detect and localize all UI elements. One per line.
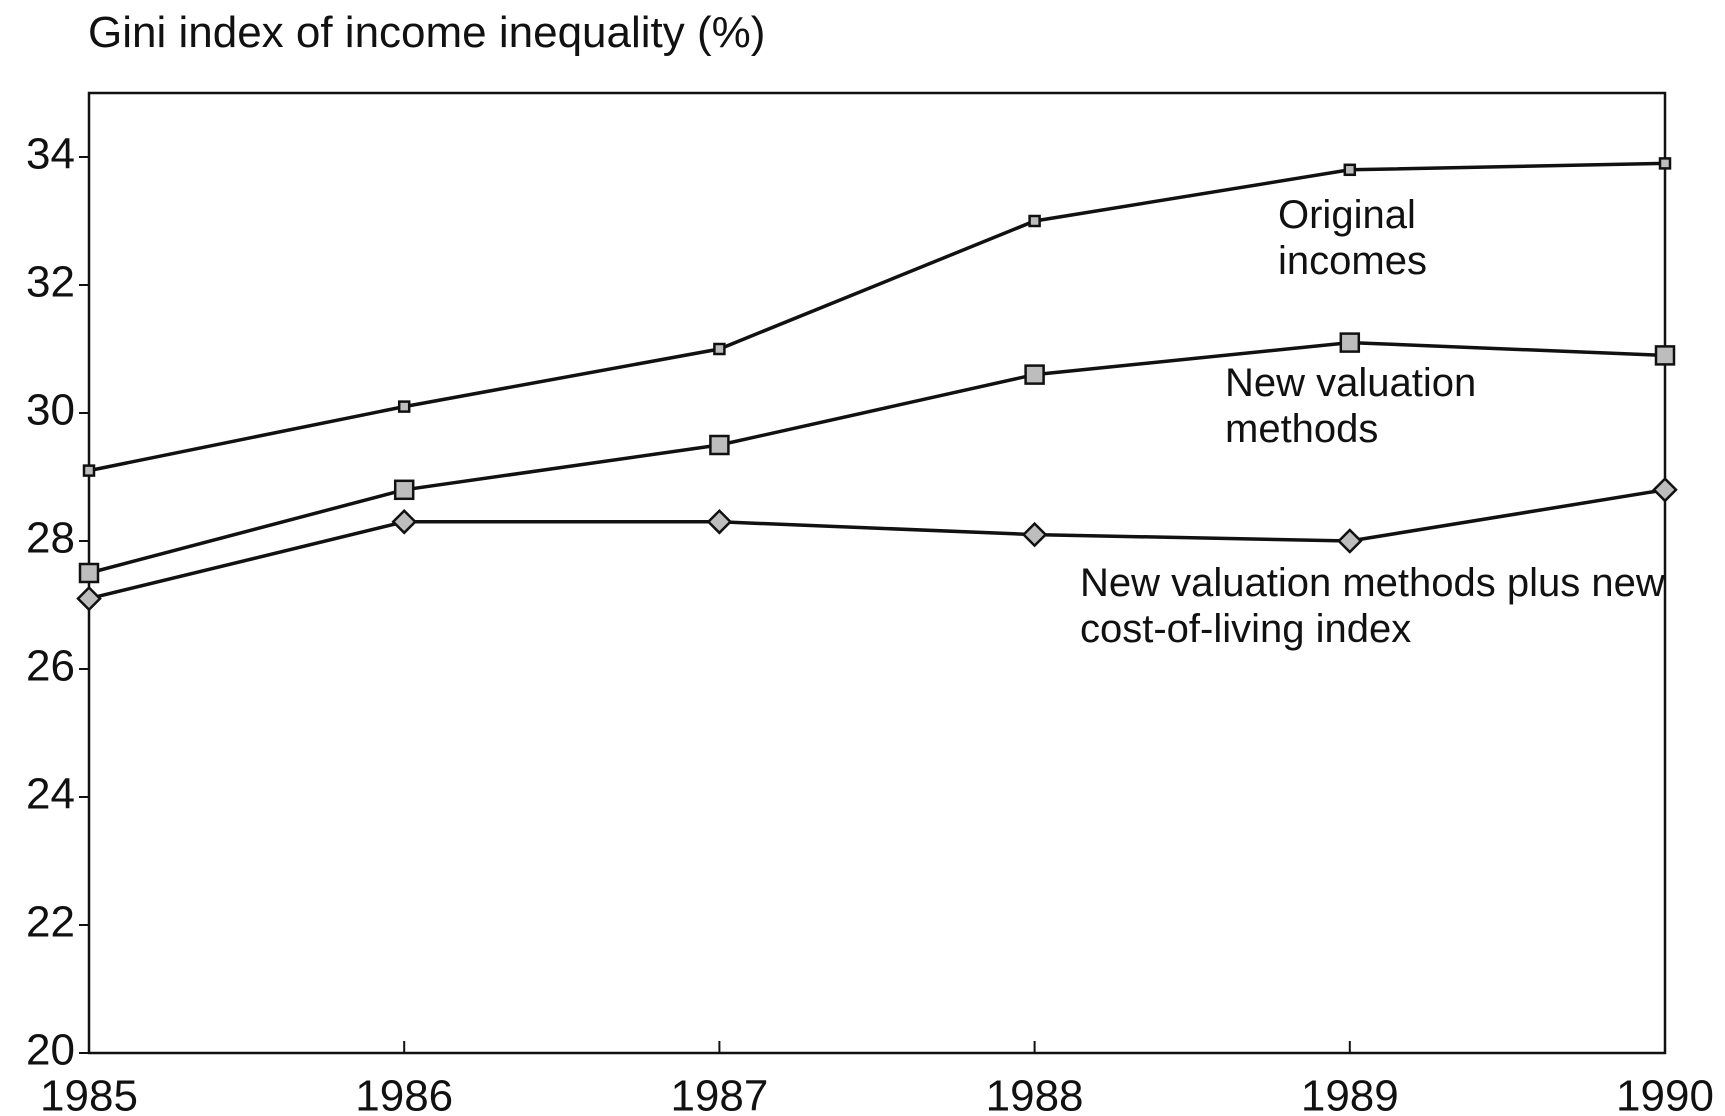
y-tick-label: 22 — [26, 898, 75, 947]
y-tick-label: 28 — [26, 514, 75, 563]
square-marker — [82, 464, 96, 477]
chart-title: Gini index of income inequality (%) — [88, 8, 766, 57]
y-tick-label: 34 — [26, 130, 75, 179]
diamond-marker — [76, 585, 102, 612]
y-tick-label: 26 — [26, 642, 75, 691]
diamond-marker — [1021, 521, 1048, 548]
diamond-marker — [391, 509, 417, 535]
square-marker — [397, 400, 411, 413]
x-tick-label: 1987 — [670, 1072, 768, 1116]
y-tick-label: 32 — [26, 258, 75, 307]
square-marker — [1343, 163, 1357, 177]
y-tick-label: 30 — [26, 386, 75, 435]
series-line — [88, 340, 1666, 575]
square-marker — [1654, 345, 1676, 366]
y-tick-label: 20 — [26, 1026, 75, 1075]
square-marker — [1024, 364, 1045, 385]
square-marker — [709, 434, 730, 456]
square-marker — [1028, 214, 1041, 228]
y-tick-label: 24 — [26, 770, 75, 819]
square-marker — [1339, 332, 1361, 353]
diamond-marker — [706, 509, 733, 535]
x-tick-label: 1985 — [40, 1072, 138, 1116]
x-tick-label: 1988 — [986, 1072, 1084, 1116]
x-tick-label: 1986 — [355, 1072, 453, 1116]
diamond-marker — [1337, 528, 1363, 554]
square-marker — [1658, 157, 1672, 170]
series-label: Original incomes — [1278, 193, 1427, 283]
series-line — [88, 161, 1666, 473]
x-tick-label: 1989 — [1301, 1072, 1399, 1116]
series-label: New valuation methods — [1225, 361, 1477, 451]
x-tick-label: 1990 — [1616, 1072, 1714, 1116]
square-marker — [713, 342, 726, 356]
square-marker — [393, 479, 415, 501]
diamond-marker — [1652, 477, 1678, 503]
series-line — [88, 488, 1666, 601]
series-label: New valuation methods plus new cost-of-l… — [1080, 561, 1665, 651]
square-marker — [78, 562, 100, 584]
